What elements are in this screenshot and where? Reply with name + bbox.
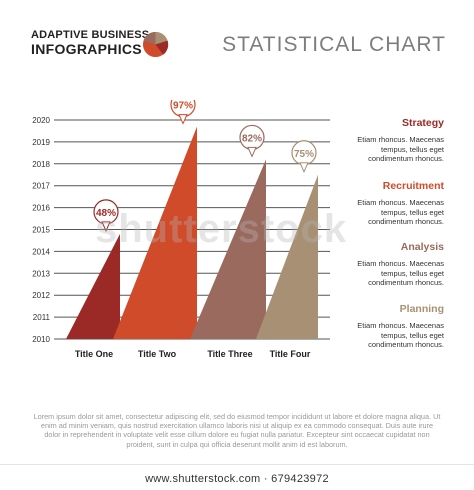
stock-url: www.shutterstock.com · 679423972 xyxy=(145,473,329,485)
data-label: 82% xyxy=(242,133,262,144)
chart-bar xyxy=(113,126,197,339)
legend-item: Planning Etiam rhoncus. Maecenas tempus, … xyxy=(322,303,444,350)
y-tick-label: 2016 xyxy=(32,204,50,213)
legend-item: Recruitment Etiam rhoncus. Maecenas tempu… xyxy=(322,180,444,227)
x-tick-label: Title Four xyxy=(270,349,311,359)
brand-line2: INFOGRAPHICS xyxy=(31,40,142,57)
legend-title: Recruitment xyxy=(382,180,444,192)
statistical-chart: 2010 2011 2012 2013 2014 2015 2016 2017 2018 2019… xyxy=(32,100,330,359)
legend-title: Planning xyxy=(399,303,444,315)
x-tick-label: Title One xyxy=(75,349,113,359)
brand-block: ADAPTIVE BUSINESS INFOGRAPHICS xyxy=(31,29,150,57)
y-tick-label: 2012 xyxy=(32,291,50,300)
chart-bar xyxy=(190,159,266,339)
bubble-pointer xyxy=(247,146,257,158)
y-tick-label: 2017 xyxy=(32,182,50,191)
y-tick-label: 2019 xyxy=(32,138,50,147)
bubble-pointer xyxy=(178,114,188,125)
footer-text: Lorem ipsum dolor sit amet, consectetur … xyxy=(33,412,441,449)
y-tick-label: 2010 xyxy=(32,335,50,344)
legend-title: Analysis xyxy=(400,241,444,253)
y-tick-label: 2018 xyxy=(32,160,50,169)
data-label: 75% xyxy=(294,149,314,160)
x-tick-label: Title Three xyxy=(207,349,252,359)
bubble-pointer xyxy=(101,221,111,233)
chart-bar xyxy=(66,233,120,339)
legend-description: Etiam rhoncus. Maecenas tempus, tellus e… xyxy=(357,259,444,287)
y-tick-label: 2015 xyxy=(32,226,50,235)
legend-description: Etiam rhoncus. Maecenas tempus, tellus e… xyxy=(357,135,444,163)
data-label: 48% xyxy=(96,208,116,219)
y-tick-label: 2013 xyxy=(32,269,50,278)
data-label: 97% xyxy=(173,101,193,112)
legend-title: Strategy xyxy=(401,117,444,129)
footer-divider xyxy=(0,464,474,490)
legend-description: Etiam rhoncus. Maecenas tempus, tellus e… xyxy=(357,321,444,349)
legend-description: Etiam rhoncus. Maecenas tempus, tellus e… xyxy=(357,198,444,226)
y-tick-label: 2014 xyxy=(32,247,50,256)
page-title: STATISTICAL CHART xyxy=(222,33,446,56)
bubble-pointer xyxy=(299,162,309,173)
x-tick-label: Title Two xyxy=(138,349,177,359)
legend-item: Strategy Etiam rhoncus. Maecenas tempus, … xyxy=(322,117,444,164)
legend-item: Analysis Etiam rhoncus. Maecenas tempus, … xyxy=(322,241,444,288)
chart-bar xyxy=(256,174,318,339)
y-tick-label: 2011 xyxy=(33,313,51,322)
brand-line1: ADAPTIVE BUSINESS xyxy=(31,29,150,41)
y-tick-label: 2020 xyxy=(32,116,50,125)
pie-logo-icon xyxy=(142,31,169,58)
